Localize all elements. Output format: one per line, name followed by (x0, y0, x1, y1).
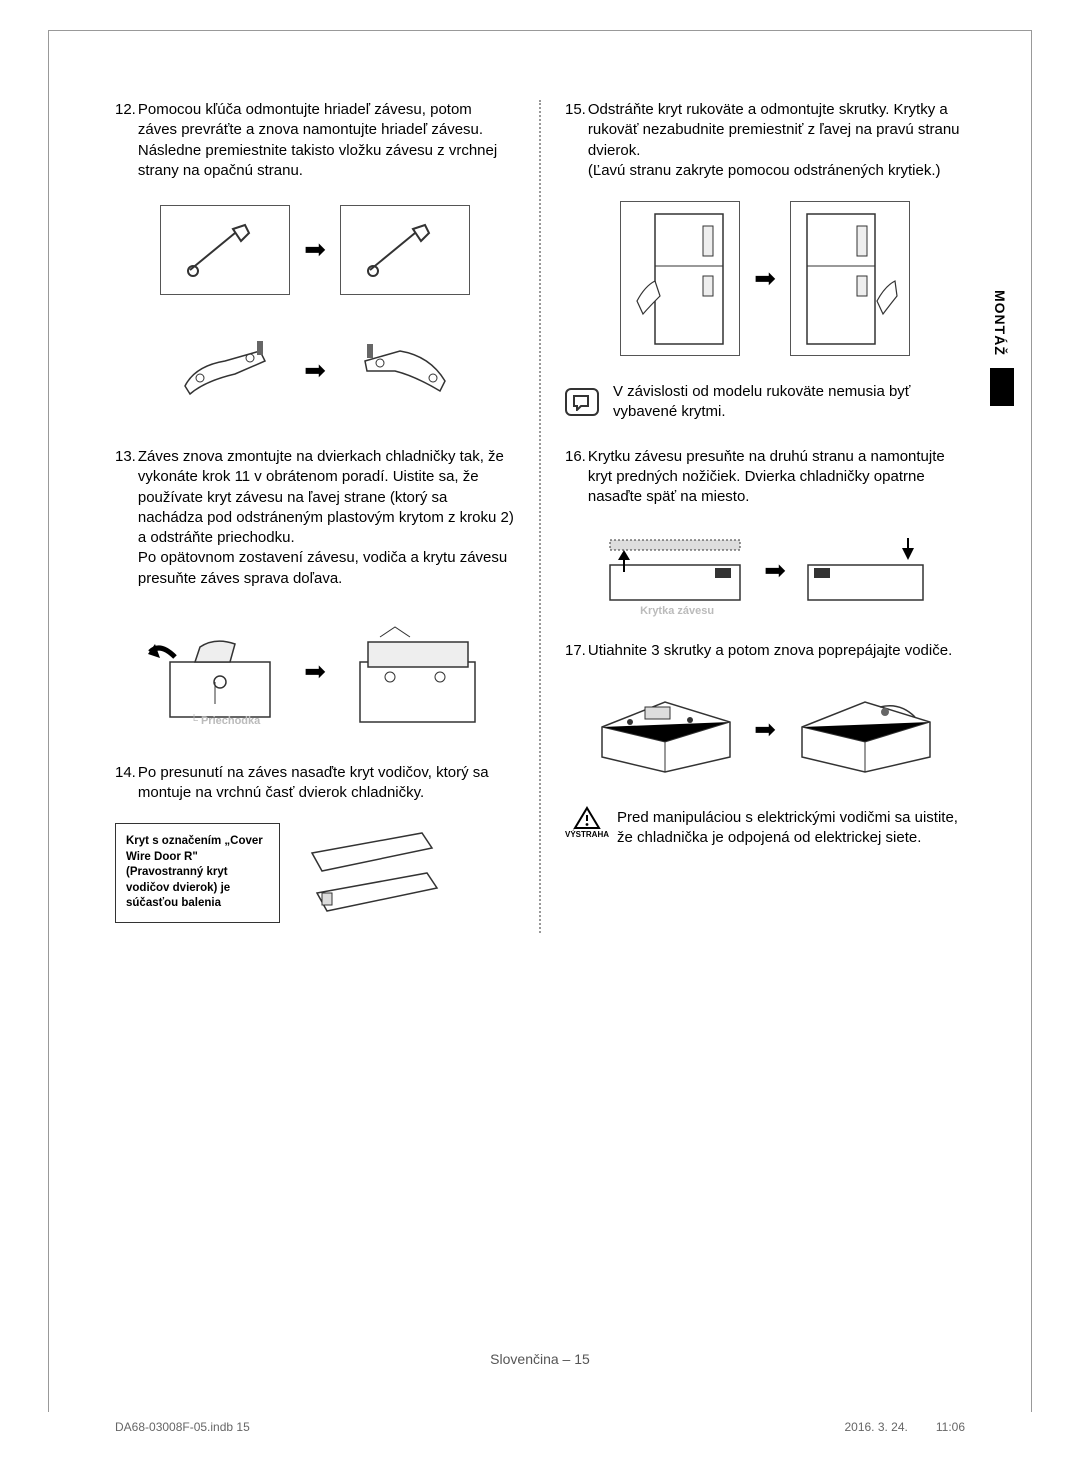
step-13: 13. Záves znova zmontujte na dvierkach c… (115, 447, 515, 589)
step-text: Odstráňte kryt rukoväte a odmontujte skr… (588, 100, 965, 161)
step-text: Následne premiestnite takisto vložku záv… (138, 141, 515, 182)
diagram-wire-cover (292, 823, 452, 933)
label-text: Priechodka (201, 715, 260, 727)
step-14: 14. Po presunutí na záves nasaďte kryt v… (115, 763, 515, 804)
arrow-icon: ➡ (764, 553, 786, 588)
diagram-fridge-handle-2 (790, 201, 910, 356)
warning-icon-block: VÝSTRAHA (565, 806, 609, 841)
step-number: 17. (565, 641, 588, 661)
diagram-wrench-2 (340, 205, 470, 295)
step-text: Pomocou kľúča odmontujte hriadeľ závesu,… (138, 100, 515, 141)
diagram-screws-2 (790, 680, 940, 780)
step-number: 15. (565, 100, 588, 181)
step-body: Po presunutí na záves nasaďte kryt vodič… (138, 763, 515, 804)
tab-label: MONTÁŽ (992, 290, 1008, 356)
diagram-hinge-assembly (340, 607, 490, 737)
step-16: 16. Krytku závesu presuňte na druhú stra… (565, 447, 965, 508)
step-number: 14. (115, 763, 138, 804)
step-text: Krytku závesu presuňte na druhú stranu a… (588, 447, 965, 508)
left-column: 12. Pomocou kľúča odmontujte hriadeľ záv… (115, 100, 515, 933)
two-column-layout: 12. Pomocou kľúča odmontujte hriadeľ záv… (115, 100, 965, 933)
step-text: (Ľavú stranu zakryte pomocou odstránenýc… (588, 161, 965, 181)
note-text: V závislosti od modelu rukoväte nemusia … (613, 382, 965, 423)
step-text: Po opätovnom zostavení závesu, vodiča a … (138, 548, 515, 589)
figure-16: Krytka závesu ➡ (565, 525, 965, 615)
diagram-grommet: └ Priechodka (140, 607, 290, 737)
figure-17: ➡ (565, 680, 965, 780)
step-12: 12. Pomocou kľúča odmontujte hriadeľ záv… (115, 100, 515, 181)
footer-time: 11:06 (936, 1420, 965, 1434)
footer-meta: DA68-03008F-05.indb 15 2016. 3. 24. 11:0… (115, 1420, 965, 1434)
arrow-icon: ➡ (304, 232, 326, 267)
step-number: 13. (115, 447, 138, 589)
step-text: Záves znova zmontujte na dvierkach chlad… (138, 447, 515, 548)
column-divider (539, 100, 541, 933)
diagram-cap-1: Krytka závesu (600, 525, 750, 615)
footer-date: 2016. 3. 24. (844, 1420, 907, 1434)
arrow-icon: ➡ (304, 353, 326, 388)
step-text: Utiahnite 3 skrutky a potom znova poprep… (588, 641, 965, 661)
diagram-fridge-handle-1 (620, 201, 740, 356)
step-body: Záves znova zmontujte na dvierkach chlad… (138, 447, 515, 589)
diagram-hinge-2 (340, 321, 470, 421)
figure-14: Kryt s označením „Cover Wire Door R" (Pr… (115, 823, 515, 933)
page-number: Slovenčina – 15 (0, 1351, 1080, 1367)
step-17: 17. Utiahnite 3 skrutky a potom znova po… (565, 641, 965, 661)
step-number: 16. (565, 447, 588, 508)
step-number: 12. (115, 100, 138, 181)
warning-text: Pred manipuláciou s elektrickými vodičmi… (617, 806, 965, 849)
diagram-wrench-1 (160, 205, 290, 295)
arrow-icon: ➡ (754, 712, 776, 747)
page-content: 12. Pomocou kľúča odmontujte hriadeľ záv… (115, 100, 965, 1342)
step-body: Odstráňte kryt rukoväte a odmontujte skr… (588, 100, 965, 181)
note-icon (565, 388, 599, 416)
warning: VÝSTRAHA Pred manipuláciou s elektrickým… (565, 806, 965, 849)
figure-label: Krytka závesu (640, 604, 714, 619)
figure-label: └ Priechodka (190, 714, 260, 729)
figure-13: └ Priechodka ➡ (115, 607, 515, 737)
warning-label: VÝSTRAHA (565, 830, 609, 841)
tab-marker (990, 368, 1014, 406)
step-text: Po presunutí na záves nasaďte kryt vodič… (138, 763, 515, 804)
info-box: Kryt s označením „Cover Wire Door R" (Pr… (115, 823, 280, 923)
diagram-hinge-1 (160, 321, 290, 421)
arrow-icon: ➡ (304, 654, 326, 689)
figure-12a: ➡ (115, 205, 515, 295)
step-body: Krytku závesu presuňte na druhú stranu a… (588, 447, 965, 508)
warning-icon (573, 806, 601, 830)
step-body: Utiahnite 3 skrutky a potom znova poprep… (588, 641, 965, 661)
diagram-cap-2 (800, 525, 930, 615)
right-column: 15. Odstráňte kryt rukoväte a odmontujte… (565, 100, 965, 933)
section-tab: MONTÁŽ (984, 290, 1014, 600)
figure-15: ➡ (565, 201, 965, 356)
step-body: Pomocou kľúča odmontujte hriadeľ závesu,… (138, 100, 515, 181)
footer-file: DA68-03008F-05.indb 15 (115, 1420, 250, 1434)
arrow-icon: ➡ (754, 261, 776, 296)
figure-12b: ➡ (115, 321, 515, 421)
diagram-screws-1 (590, 680, 740, 780)
step-15: 15. Odstráňte kryt rukoväte a odmontujte… (565, 100, 965, 181)
note-15: V závislosti od modelu rukoväte nemusia … (565, 382, 965, 423)
